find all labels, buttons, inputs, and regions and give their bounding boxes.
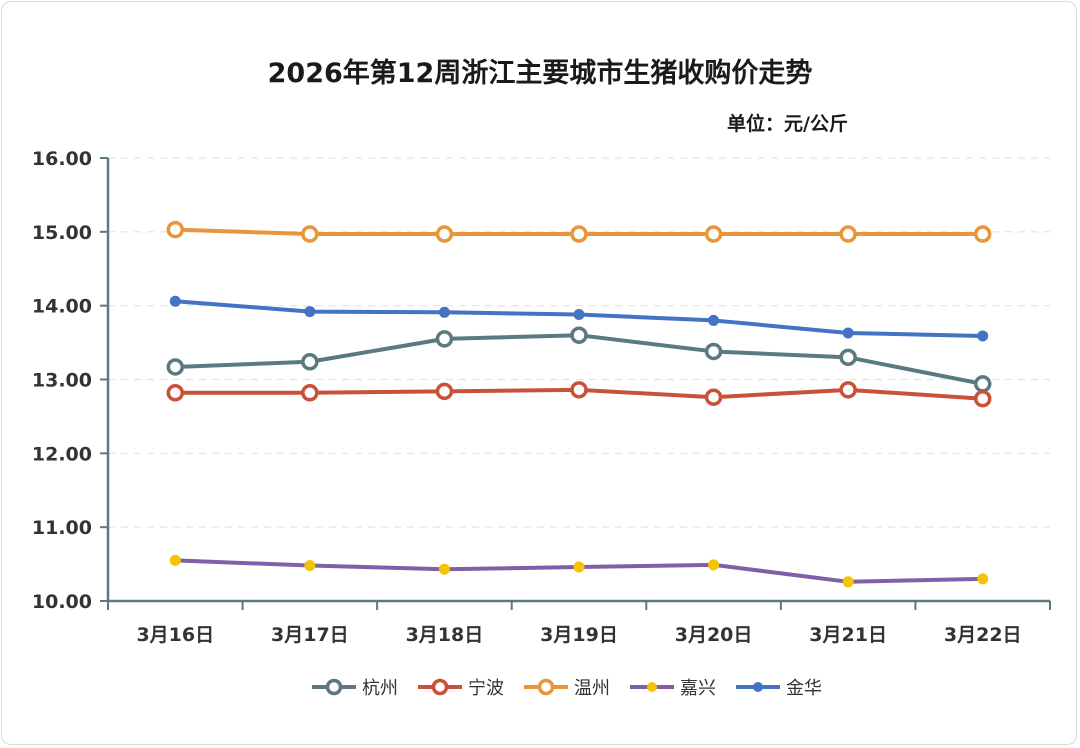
x-tick-label: 3月16日 xyxy=(136,624,214,646)
legend: 杭州 宁波 温州 嘉兴 金华 xyxy=(312,678,822,699)
y-tick-label: 10.00 xyxy=(32,591,92,613)
x-tick-label: 3月19日 xyxy=(540,624,618,646)
data-point xyxy=(977,573,989,585)
y-tick-label: 14.00 xyxy=(32,296,92,318)
x-tick-label: 3月21日 xyxy=(809,624,887,646)
legend-label: 金华 xyxy=(786,678,822,699)
data-point xyxy=(438,306,450,318)
legend-item: 金华 xyxy=(736,678,822,699)
data-point xyxy=(708,314,720,326)
legend-item: 温州 xyxy=(524,678,610,699)
data-point xyxy=(977,330,989,342)
data-point xyxy=(704,225,723,243)
data-point xyxy=(842,327,854,339)
data-point xyxy=(570,326,588,344)
data-point xyxy=(166,358,185,376)
data-point xyxy=(570,225,588,243)
series-宁波 xyxy=(166,381,992,408)
y-tick-label: 16.00 xyxy=(32,148,92,170)
unit-label: 单位：元/公斤 xyxy=(727,112,848,135)
data-point xyxy=(708,559,720,571)
legend-item: 杭州 xyxy=(312,678,398,699)
data-point xyxy=(301,225,319,243)
data-point xyxy=(435,225,454,243)
legend-item: 宁波 xyxy=(418,678,504,699)
axes: 10.00 11.00 12.00 13.00 14.00 15.00 16.00 3月16日… xyxy=(32,148,1051,646)
data-point xyxy=(304,306,316,318)
data-point xyxy=(304,560,316,572)
data-point xyxy=(438,563,450,575)
data-point xyxy=(166,220,185,239)
data-point xyxy=(973,375,992,393)
legend-item: 嘉兴 xyxy=(630,678,716,699)
data-point xyxy=(842,576,854,588)
data-point xyxy=(839,348,857,367)
legend-swatch-marker xyxy=(431,678,449,696)
y-tick-label: 15.00 xyxy=(32,222,92,244)
data-point xyxy=(435,382,454,401)
data-point xyxy=(169,554,181,566)
y-tick-label: 11.00 xyxy=(32,517,92,539)
data-point xyxy=(301,384,319,402)
data-point xyxy=(704,388,723,406)
y-tick-label: 13.00 xyxy=(32,370,92,392)
data-point xyxy=(973,389,992,408)
y-tick-label: 12.00 xyxy=(32,443,92,465)
data-point xyxy=(704,342,723,361)
data-point xyxy=(435,330,454,348)
data-point xyxy=(839,381,857,399)
x-tick-label: 3月20日 xyxy=(675,624,753,646)
series-温州 xyxy=(166,220,992,243)
data-point xyxy=(570,381,588,399)
legend-label: 嘉兴 xyxy=(680,678,716,699)
series-嘉兴 xyxy=(169,554,989,588)
series-杭州 xyxy=(166,326,992,393)
chart-title: 2026年第12周浙江主要城市生猪收购价走势 xyxy=(268,57,813,89)
data-point xyxy=(573,309,585,321)
data-point xyxy=(839,225,857,243)
data-point xyxy=(973,225,992,243)
legend-label: 温州 xyxy=(574,678,610,699)
legend-label: 宁波 xyxy=(468,678,504,699)
series-layer xyxy=(166,220,992,588)
x-tick-label: 3月22日 xyxy=(944,624,1022,646)
series-金华 xyxy=(169,295,989,342)
data-point xyxy=(301,353,319,371)
legend-swatch-marker xyxy=(647,682,657,692)
legend-swatch-marker xyxy=(753,682,763,692)
legend-swatch-marker xyxy=(537,678,555,696)
data-point xyxy=(166,384,185,402)
legend-label: 杭州 xyxy=(362,678,398,699)
x-tick-label: 3月18日 xyxy=(406,624,484,646)
x-tick-label: 3月17日 xyxy=(271,624,349,646)
data-point xyxy=(573,561,585,573)
data-point xyxy=(169,295,181,307)
legend-swatch-marker xyxy=(325,678,343,696)
